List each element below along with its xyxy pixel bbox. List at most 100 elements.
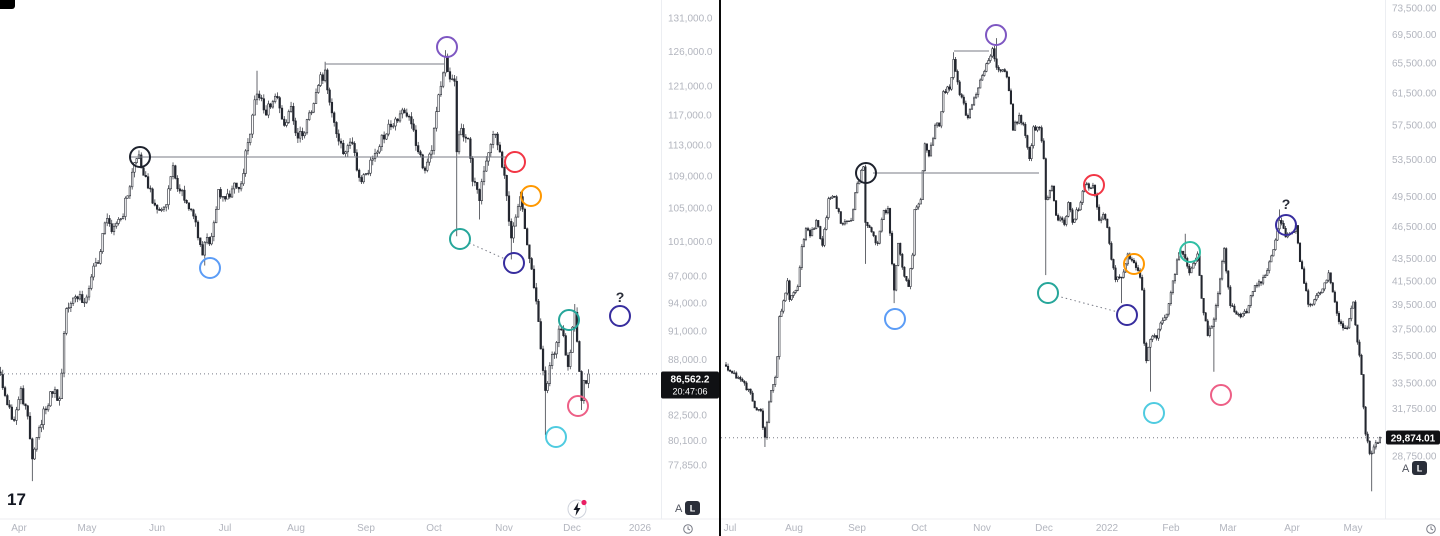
price-axis-label: 91,000.0 (668, 326, 707, 337)
price-axis-label: 37,500.00 (1392, 325, 1437, 336)
red-bounce-marker[interactable] (504, 151, 526, 173)
cyan-low-marker[interactable] (545, 426, 567, 448)
price-axis-label: 53,500.00 (1392, 155, 1437, 166)
auto-scale-button[interactable]: A (675, 503, 683, 515)
question-mark[interactable]: ? (1282, 196, 1291, 212)
orange-bounce-marker[interactable] (1123, 253, 1145, 275)
time-axis-label: Feb (1162, 523, 1180, 534)
price-badge-value: 29,874.01 (1391, 434, 1436, 445)
timezone-clock-icon[interactable] (1426, 524, 1436, 534)
teal-retest-marker[interactable] (558, 309, 580, 331)
indigo-low-marker[interactable] (503, 252, 525, 274)
time-axis-label: Jun (149, 523, 165, 534)
lightblue-cycle-marker[interactable] (199, 257, 221, 279)
panel-divider (719, 0, 721, 536)
purple-top-marker[interactable] (985, 24, 1007, 46)
time-axis-label: May (1344, 523, 1363, 534)
svg-text:L: L (1417, 464, 1423, 474)
log-scale-button[interactable]: L (1412, 461, 1427, 475)
time-axis-label: Aug (785, 523, 803, 534)
time-axis-label: May (78, 523, 97, 534)
time-axis-label: Jul (724, 523, 737, 534)
price-axis-label: 97,000.0 (668, 272, 707, 283)
price-axis-label: 109,000.0 (668, 171, 713, 182)
pink-low-marker[interactable] (567, 395, 589, 417)
purple-top-marker[interactable] (436, 36, 458, 58)
price-axis-label: 41,500.00 (1392, 276, 1437, 287)
price-axis-label: 35,500.00 (1392, 351, 1437, 362)
price-axis-label: 61,500.00 (1392, 89, 1437, 100)
green-retest-marker[interactable] (1179, 241, 1201, 263)
price-axis-label: 82,500.0 (668, 411, 707, 422)
spark-button[interactable] (567, 499, 587, 519)
time-axis-label: Dec (1035, 523, 1053, 534)
price-axis-label: 105,000.0 (668, 204, 713, 215)
price-axis-label: 28,750.00 (1392, 452, 1437, 463)
chart-canvas-left[interactable]: ? 131,000.0 126,000.0 121,000.0 117,000.0 113… (0, 0, 719, 536)
chart-panel-right: ? 73,500.00 69,500.00 65,500.00 61,500.00 57,… (721, 0, 1440, 536)
time-axis-label: Aug (287, 523, 305, 534)
collapsed-toolbar[interactable] (0, 0, 15, 9)
timezone-clock-icon[interactable] (683, 524, 693, 534)
price-axis-label: 94,000.0 (668, 299, 707, 310)
price-axis-label: 49,500.00 (1392, 192, 1437, 203)
lightblue-cycle-marker[interactable] (884, 308, 906, 330)
time-axis-label: Oct (911, 523, 927, 534)
time-axis-label: Jul (219, 523, 232, 534)
indigo-projection-marker[interactable] (1275, 214, 1297, 236)
time-axis-label: Nov (973, 523, 991, 534)
marker-connector-line[interactable] (1056, 295, 1119, 313)
price-axis-label: 57,500.00 (1392, 121, 1437, 132)
question-mark[interactable]: ? (616, 289, 625, 305)
price-axis-label: 33,500.00 (1392, 379, 1437, 390)
chart-panel-left: ? 131,000.0 126,000.0 121,000.0 117,000.0 113… (0, 0, 719, 536)
price-axis-label: 121,000.0 (668, 82, 713, 93)
price-badge-countdown: 20:47:06 (672, 387, 707, 397)
tradingview-logo-icon[interactable]: 17 (7, 490, 26, 509)
lightning-icon (573, 502, 581, 516)
auto-scale-button[interactable]: A (1402, 463, 1410, 475)
time-axis-label: Nov (495, 523, 513, 534)
time-axis-label: 2026 (629, 523, 652, 534)
price-axis-label: 80,100.0 (668, 436, 707, 447)
time-axis-label: Sep (848, 523, 866, 534)
price-axis-label: 113,000.0 (668, 140, 712, 151)
time-axis-label: Dec (563, 523, 581, 534)
price-axis-label: 88,000.0 (668, 355, 707, 366)
time-axis-label: Apr (11, 523, 27, 534)
black-cycle-marker[interactable] (129, 146, 151, 168)
black-cycle-marker[interactable] (855, 162, 877, 184)
time-axis-label: 2022 (1096, 523, 1119, 534)
price-axis-label: 69,500.00 (1392, 30, 1437, 41)
price-axis-label: 31,750.00 (1392, 404, 1437, 415)
time-axis-label: Sep (357, 523, 375, 534)
time-axis-label: Apr (1284, 523, 1300, 534)
price-axis-label: 65,500.00 (1392, 58, 1437, 69)
price-axis-label: 77,850.0 (668, 461, 707, 472)
price-axis-label: 43,500.00 (1392, 254, 1437, 265)
pink-low-marker[interactable] (1210, 384, 1232, 406)
cyan-low-marker[interactable] (1143, 402, 1165, 424)
notification-dot (581, 499, 587, 506)
chart-canvas-right[interactable]: ? 73,500.00 69,500.00 65,500.00 61,500.00 57,… (721, 0, 1440, 536)
candles (724, 38, 1381, 492)
indigo-projection-marker[interactable] (609, 305, 631, 327)
time-axis-label: Oct (426, 523, 442, 534)
price-axis-label: 39,500.00 (1392, 300, 1437, 311)
teal-crash-marker[interactable] (449, 228, 471, 250)
log-scale-button[interactable]: L (685, 501, 700, 515)
indigo-low-marker[interactable] (1116, 304, 1138, 326)
marker-connector-line[interactable] (468, 242, 506, 260)
red-bounce-marker[interactable] (1083, 174, 1105, 196)
teal-crash-marker[interactable] (1037, 282, 1059, 304)
price-badge-value: 86,562.2 (671, 375, 710, 386)
price-badge (1386, 430, 1440, 445)
price-axis-label: 126,000.0 (668, 47, 713, 58)
price-badge (661, 371, 719, 399)
orange-bounce-marker[interactable] (520, 185, 542, 207)
price-axis-label: 117,000.0 (668, 111, 712, 122)
time-axis-label: Mar (1219, 523, 1237, 534)
price-axis-label: 101,000.0 (668, 237, 713, 248)
svg-text:L: L (690, 504, 696, 514)
